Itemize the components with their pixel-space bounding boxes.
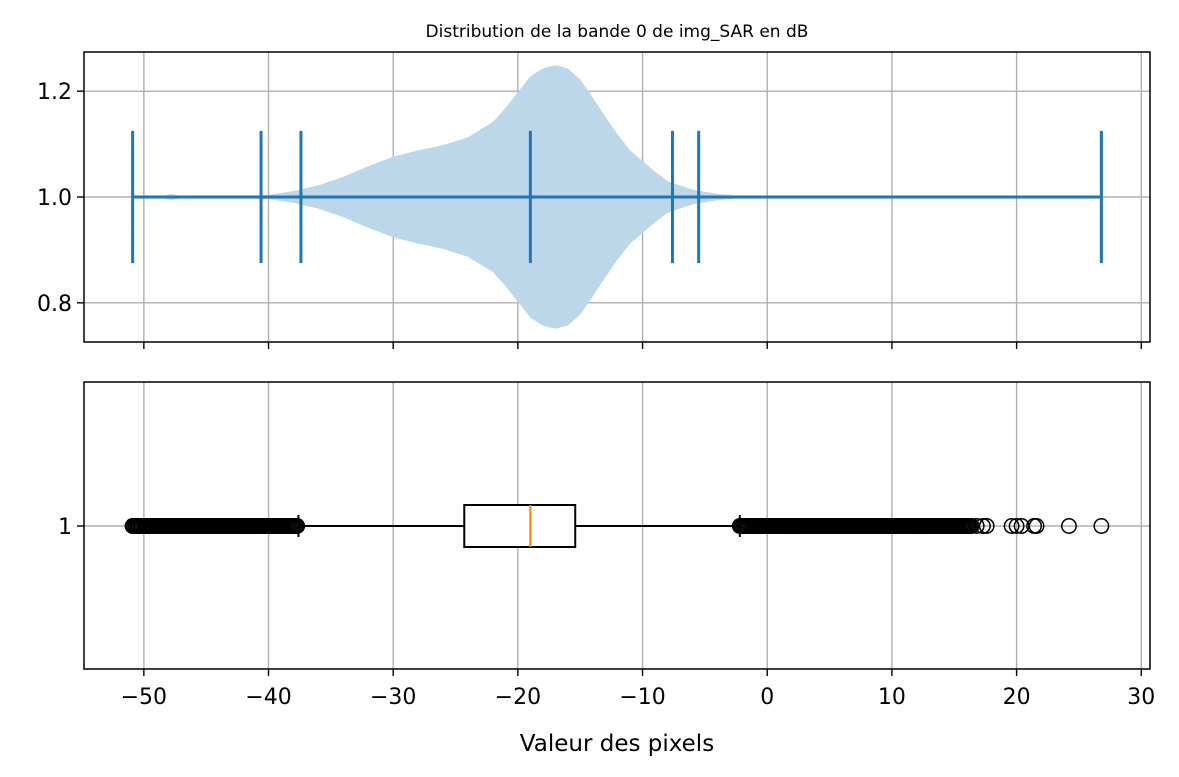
outlier-point-269 — [133, 518, 150, 534]
outlier-point-281 — [1061, 518, 1077, 534]
box-y-tick-label-0: 1 — [58, 515, 72, 540]
outlier-point-280 — [1028, 518, 1045, 534]
violin-y-tick-label-2: 1.2 — [37, 80, 72, 105]
box-plot — [297, 504, 741, 548]
box-x-tick-label-4: −10 — [619, 685, 665, 710]
box-iqr — [463, 504, 577, 548]
violin-y-tick-label-0: 0.8 — [37, 292, 72, 317]
outlier-point-275 — [978, 518, 995, 534]
chart-title: Distribution de la bande 0 de img_SAR en… — [426, 22, 809, 42]
x-axis-label: Valeur des pixels — [520, 731, 714, 757]
outlier-point-270 — [137, 518, 154, 534]
box-x-tick-label-6: 10 — [878, 685, 906, 710]
box-x-tick-label-7: 20 — [1003, 685, 1031, 710]
violin-panel: Distribution de la bande 0 de img_SAR en… — [37, 22, 1151, 349]
box-y-ticks: 1 — [58, 515, 84, 540]
outlier-point-277 — [1008, 518, 1025, 534]
box-x-tick-label-2: −30 — [370, 685, 416, 710]
box-panel: −50 −40 −30 −20 −10 0 10 20 30 1 Valeur des pixe… — [58, 381, 1155, 757]
outlier-point-267 — [124, 518, 141, 534]
box-x-tick-label-0: −50 — [121, 685, 167, 710]
violin-x-ticks — [143, 342, 1142, 349]
box-x-tick-label-8: 30 — [1127, 685, 1155, 710]
violin-lines — [131, 130, 1103, 264]
box-x-tick-label-5: 0 — [760, 685, 774, 710]
outlier-point-282 — [1093, 518, 1110, 534]
box-x-ticks: −50 −40 −30 −20 −10 0 10 20 30 — [121, 669, 1155, 710]
outlier-point-274 — [974, 518, 991, 534]
violin-y-tick-label-1: 1.0 — [37, 186, 72, 211]
outlier-point-276 — [1003, 518, 1020, 534]
box-x-tick-label-3: −20 — [495, 685, 541, 710]
box-x-tick-label-1: −40 — [245, 685, 291, 710]
outlier-point-272 — [143, 518, 160, 534]
box-outliers — [124, 518, 1110, 534]
outlier-point-273 — [968, 518, 985, 534]
violin-y-ticks: 0.8 1.0 1.2 — [37, 80, 84, 317]
